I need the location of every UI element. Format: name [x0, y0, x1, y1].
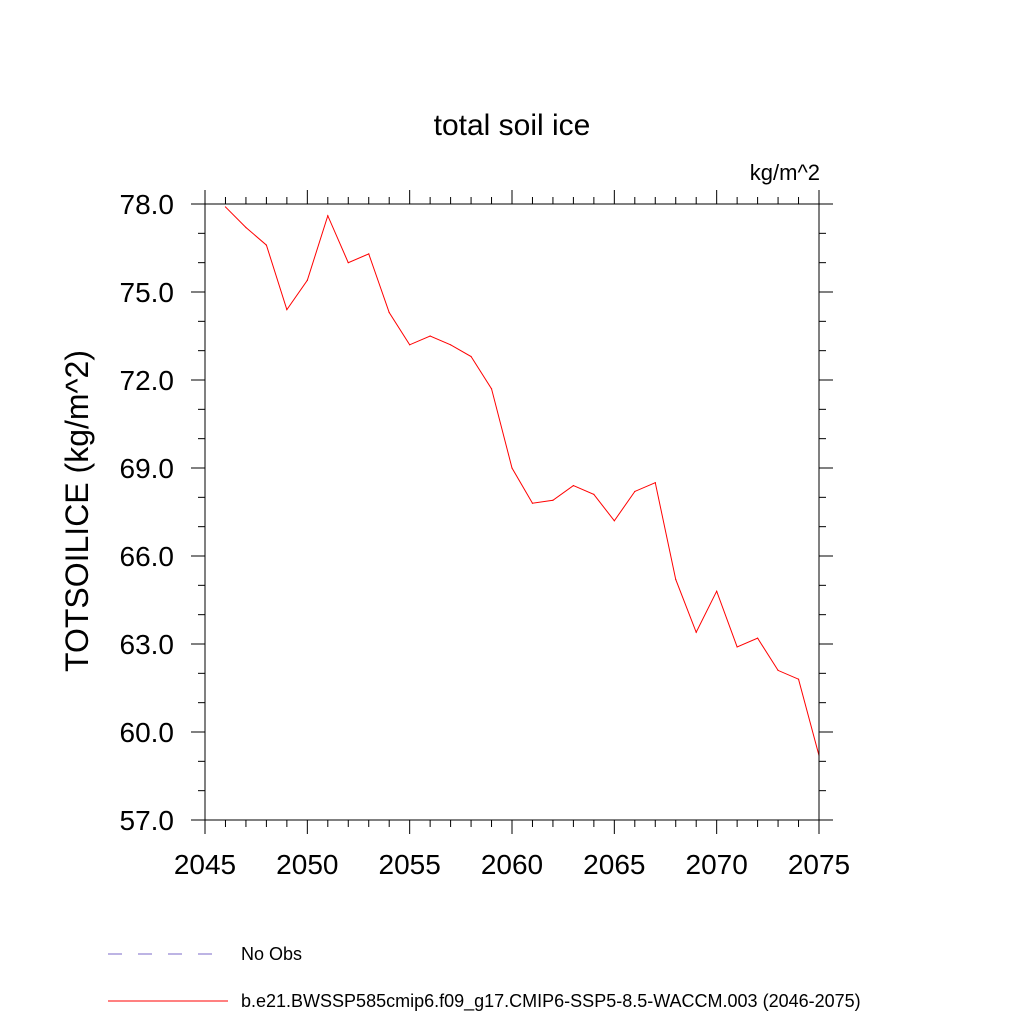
- data-point: [757, 637, 759, 639]
- x-tick-label: 2045: [174, 849, 236, 880]
- series-line: [225, 206, 820, 756]
- data-point: [613, 520, 615, 522]
- data-point: [368, 253, 370, 255]
- data-point: [327, 215, 329, 217]
- x-tick-label: 2055: [379, 849, 441, 880]
- data-point: [654, 482, 656, 484]
- legend-label-no-obs: No Obs: [241, 944, 302, 964]
- x-tick-label: 2075: [788, 849, 850, 880]
- data-point: [388, 311, 390, 314]
- data-point: [265, 244, 267, 246]
- tick-marks: [191, 190, 833, 834]
- data-point: [511, 467, 513, 469]
- y-tick-labels: 57.0 60.0 63.0 66.0 69.0 72.0 75.0 78.0: [120, 189, 175, 836]
- legend-label-series: b.e21.BWSSP585cmip6.f09_g17.CMIP6-SSP5-8…: [241, 991, 861, 1012]
- data-point: [470, 355, 472, 358]
- y-tick-label: 72.0: [120, 365, 175, 396]
- data-point: [634, 490, 636, 493]
- data-point: [450, 344, 452, 346]
- y-axis-label: TOTSOILICE (kg/m^2): [59, 350, 95, 672]
- data-point: [306, 279, 308, 281]
- data-point: [245, 226, 247, 229]
- data-point: [716, 590, 718, 592]
- data-point: [675, 578, 677, 581]
- data-point: [347, 262, 349, 264]
- data-point: [531, 502, 534, 504]
- y-tick-label: 60.0: [120, 717, 175, 748]
- x-tick-label: 2070: [686, 849, 748, 880]
- data-point: [572, 485, 575, 487]
- series-group: [224, 206, 820, 757]
- data-point: [593, 493, 595, 495]
- x-tick-label: 2060: [481, 849, 543, 880]
- data-point: [797, 678, 800, 680]
- data-point: [409, 344, 411, 346]
- data-point: [224, 206, 227, 208]
- x-tick-labels: 2045 2050 2055 2060 2065 2070 2075: [174, 849, 850, 880]
- plot-frame: [204, 203, 820, 821]
- data-point: [736, 646, 738, 648]
- y-tick-label: 75.0: [120, 277, 175, 308]
- y-tick-label: 63.0: [120, 629, 175, 660]
- y-tick-label: 66.0: [120, 541, 175, 572]
- units-label: kg/m^2: [750, 160, 820, 185]
- y-tick-label: 69.0: [120, 453, 175, 484]
- chart-title: total soil ice: [434, 109, 591, 142]
- data-point: [490, 388, 493, 390]
- x-tick-label: 2050: [276, 849, 338, 880]
- legend: No Obs b.e21.BWSSP585cmip6.f09_g17.CMIP6…: [108, 944, 861, 1012]
- data-point: [286, 309, 288, 311]
- y-tick-label: 78.0: [120, 189, 175, 220]
- x-tick-label: 2065: [583, 849, 645, 880]
- data-point: [695, 631, 697, 633]
- data-point: [552, 499, 554, 501]
- data-point: [429, 335, 431, 337]
- y-tick-label: 57.0: [120, 805, 175, 836]
- data-point: [777, 669, 779, 672]
